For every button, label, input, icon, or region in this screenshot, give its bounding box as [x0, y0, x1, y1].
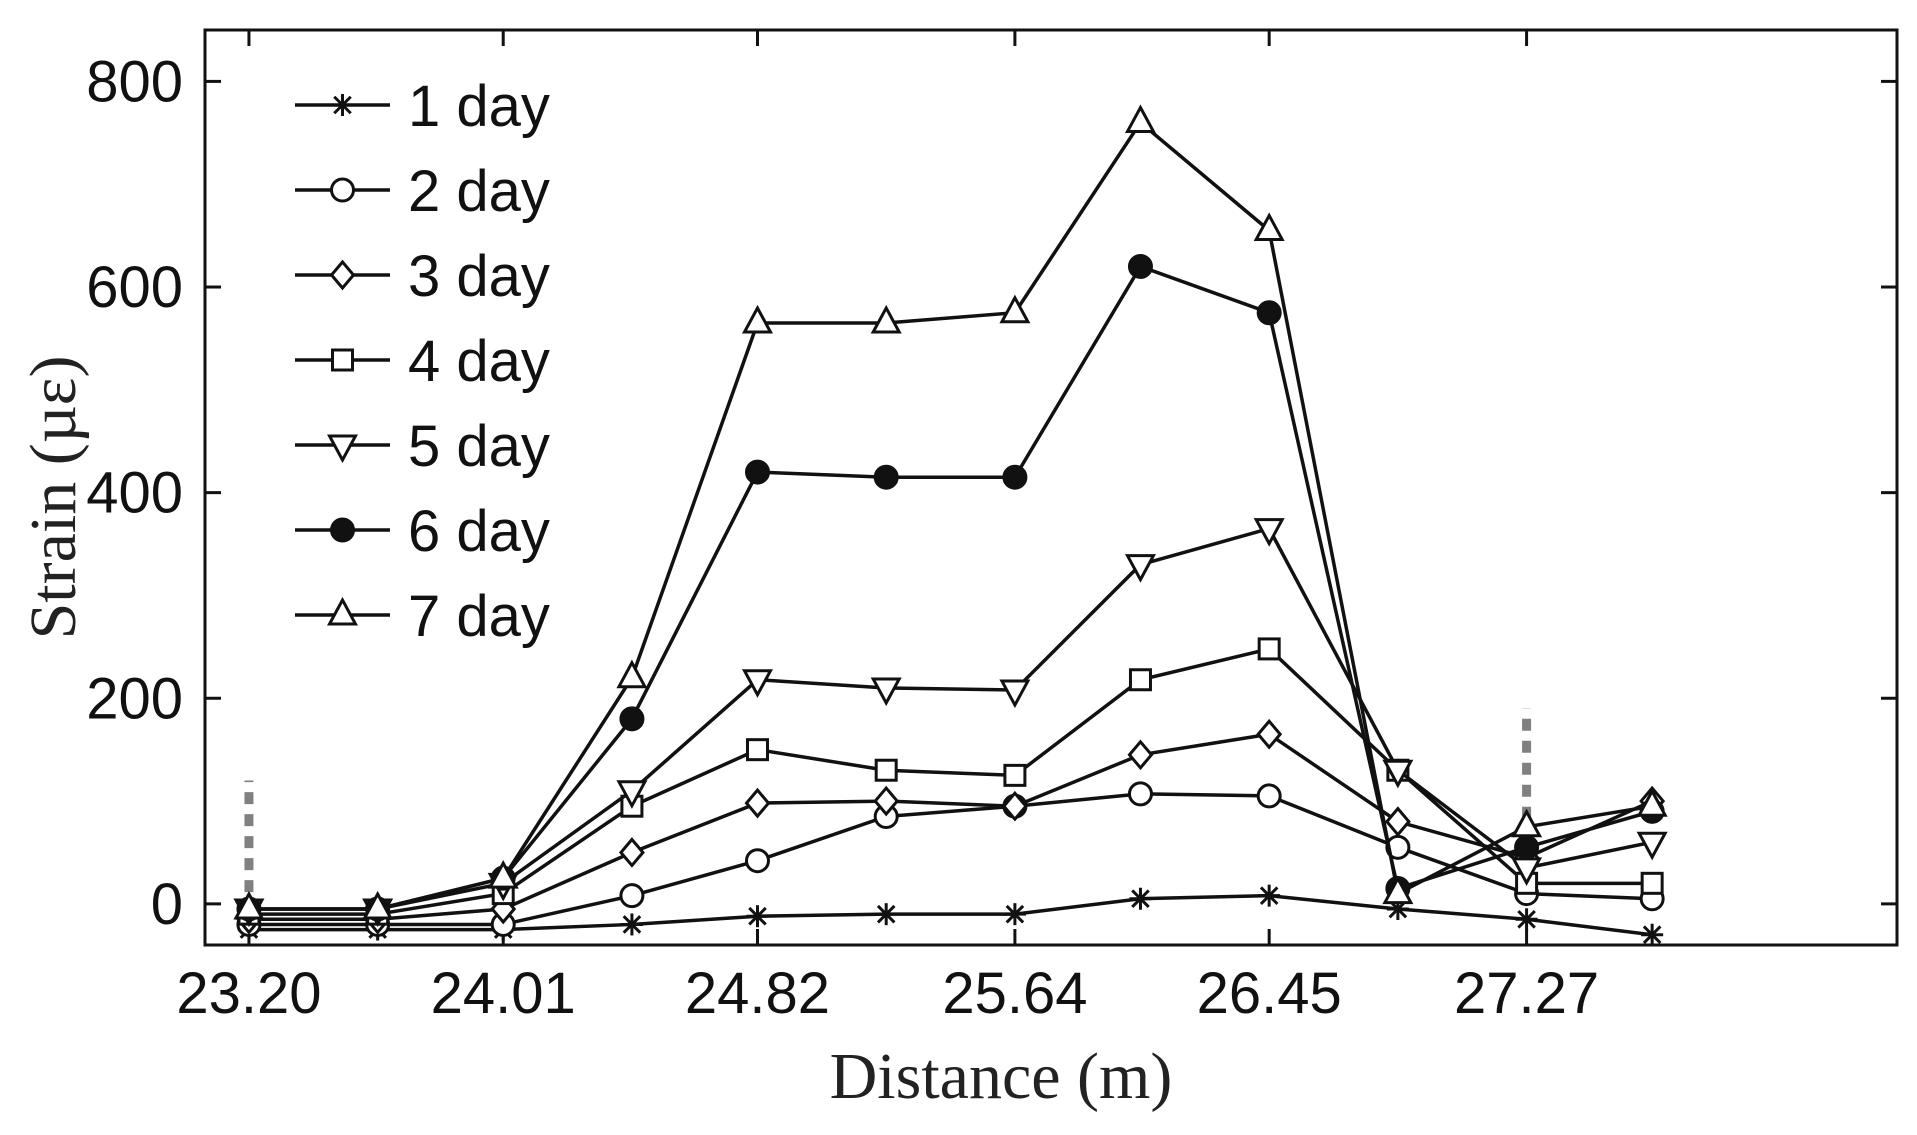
legend-marker — [329, 259, 356, 291]
legend-item: 2 day — [295, 159, 550, 224]
data-point — [1128, 668, 1152, 692]
legend-label: 6 day — [408, 499, 550, 564]
data-point — [999, 294, 1031, 324]
legend-label: 2 day — [408, 159, 550, 224]
y-axis-title: Strain (µε) — [17, 356, 90, 640]
data-point — [873, 785, 900, 817]
data-point — [619, 706, 645, 732]
series-line — [248, 732, 1653, 922]
data-point — [1129, 887, 1152, 910]
legend-marker — [330, 517, 355, 543]
data-point — [1258, 884, 1281, 907]
legend-marker — [331, 94, 354, 116]
series-line — [248, 526, 1653, 911]
data-point — [1514, 834, 1540, 860]
data-point — [874, 758, 898, 782]
data-point — [873, 464, 899, 490]
data-point — [745, 738, 769, 762]
x-tick-label: 24.01 — [431, 961, 576, 1026]
data-point — [1384, 806, 1411, 837]
x-tick-label: 24.82 — [685, 961, 830, 1026]
legend-marker — [326, 596, 359, 626]
plot-frame — [203, 28, 1899, 947]
data-point — [1636, 788, 1668, 817]
data-point — [746, 905, 769, 928]
data-point — [1636, 831, 1668, 861]
legend-label: 3 day — [408, 244, 550, 309]
legend-item: 5 day — [295, 414, 550, 479]
data-point — [744, 787, 771, 819]
data-point — [1003, 763, 1027, 787]
data-point — [1382, 759, 1414, 789]
data-point — [875, 903, 898, 926]
series-line — [248, 893, 1653, 937]
y-tick-label: 200 — [86, 666, 183, 731]
data-point — [870, 677, 902, 707]
data-point — [233, 890, 265, 920]
y-tick-label: 0 — [151, 872, 183, 937]
x-tick-label: 27.27 — [1454, 961, 1599, 1026]
data-point — [1256, 718, 1283, 750]
data-point — [362, 890, 394, 920]
data-point — [1002, 464, 1028, 490]
data-point — [487, 860, 519, 889]
legend-label: 5 day — [408, 414, 550, 479]
data-point — [1253, 212, 1285, 241]
data-point — [1124, 554, 1156, 583]
legend-item: 4 day — [295, 329, 550, 394]
y-tick-label: 400 — [86, 461, 183, 526]
legend-item: 3 day — [295, 244, 550, 309]
data-point — [616, 659, 648, 689]
x-tick-label: 25.64 — [942, 961, 1087, 1026]
series-line — [248, 792, 1653, 927]
x-tick-label: 23.20 — [176, 961, 321, 1026]
legend-item: 7 day — [295, 584, 550, 649]
series-line — [248, 119, 1653, 911]
data-point — [1003, 903, 1026, 926]
data-point — [1253, 518, 1285, 547]
data-point — [620, 913, 643, 936]
data-point — [741, 304, 774, 334]
data-point — [1257, 637, 1281, 661]
series-line — [248, 646, 1653, 916]
x-tick-label: 26.45 — [1197, 961, 1342, 1026]
data-point — [870, 304, 902, 334]
data-point — [619, 883, 645, 909]
data-point — [1515, 908, 1538, 931]
series-5-day — [233, 518, 1668, 928]
series-7-day — [233, 104, 1668, 920]
legend-marker — [330, 177, 355, 203]
data-point — [999, 679, 1031, 709]
data-point — [741, 669, 774, 698]
data-point — [744, 848, 770, 874]
y-tick-label: 600 — [86, 255, 183, 320]
data-point — [1127, 739, 1154, 771]
data-point — [1127, 781, 1153, 807]
x-axis-title: Distance (m) — [830, 1040, 1173, 1113]
legend-item: 1 day — [295, 74, 550, 139]
legend: 1 day 2 day 3 day 4 day 5 day 6 day 7 day — [295, 74, 550, 649]
data-point — [1256, 300, 1282, 326]
data-point — [1511, 808, 1543, 838]
legend-marker — [326, 434, 359, 464]
data-point — [618, 837, 645, 868]
data-point — [744, 459, 770, 485]
data-point — [616, 780, 648, 809]
y-tick-label: 800 — [86, 49, 183, 114]
data-point — [1001, 790, 1028, 822]
legend-item: 6 day — [295, 499, 550, 564]
data-point — [1124, 104, 1156, 134]
legend-label: 7 day — [408, 584, 550, 649]
data-point — [1127, 253, 1153, 279]
data-point — [1256, 783, 1282, 809]
data-point — [1640, 871, 1664, 895]
legend-label: 4 day — [408, 329, 550, 394]
data-point — [1382, 875, 1414, 905]
legend-marker — [331, 348, 354, 372]
legend-label: 1 day — [408, 74, 550, 139]
data-point — [1641, 923, 1664, 946]
series-4-day — [237, 637, 1664, 926]
